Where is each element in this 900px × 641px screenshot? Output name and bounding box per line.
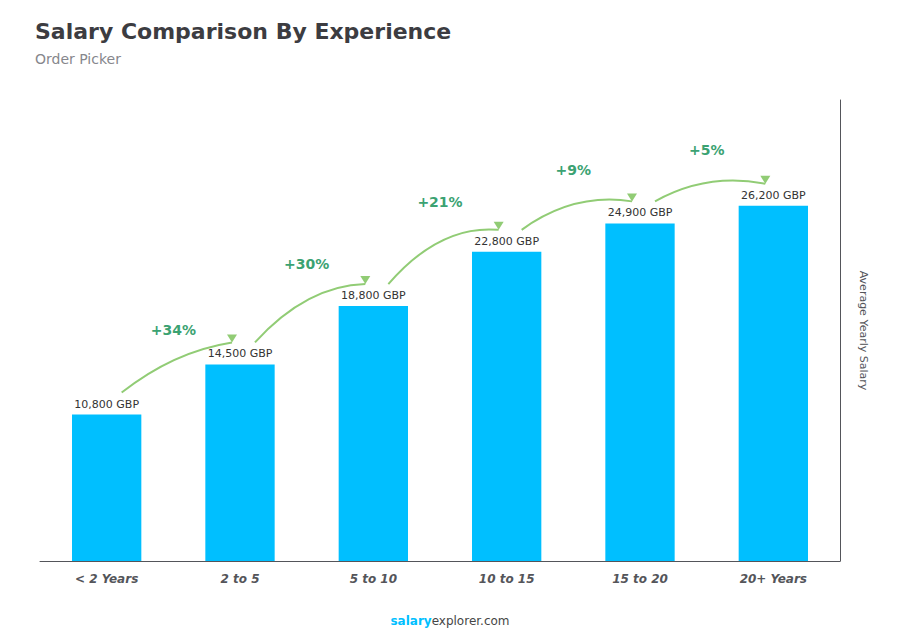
svg-text:< 2 Years: < 2 Years: [75, 572, 138, 586]
svg-text:2 to 5: 2 to 5: [220, 572, 259, 586]
svg-text:24,900 GBP: 24,900 GBP: [608, 206, 673, 219]
svg-text:Average Yearly Salary: Average Yearly Salary: [857, 271, 870, 391]
svg-text:14,500 GBP: 14,500 GBP: [208, 347, 273, 360]
svg-text:15 to 20: 15 to 20: [612, 572, 668, 586]
svg-text:Salary Comparison By Experienc: Salary Comparison By Experience: [35, 19, 451, 44]
svg-text:20+ Years: 20+ Years: [740, 572, 807, 586]
svg-text:+21%: +21%: [417, 194, 462, 210]
svg-text:5 to 10: 5 to 10: [350, 572, 397, 586]
svg-text:10 to 15: 10 to 15: [479, 572, 535, 586]
svg-text:+30%: +30%: [284, 256, 329, 272]
svg-text:salary: salary: [390, 614, 431, 628]
svg-text:26,200 GBP: 26,200 GBP: [741, 189, 806, 202]
svg-text:10,800 GBP: 10,800 GBP: [74, 398, 139, 411]
svg-text:+5%: +5%: [689, 142, 725, 158]
svg-text:+9%: +9%: [556, 162, 592, 178]
svg-text:+34%: +34%: [151, 322, 196, 338]
svg-text:Order Picker: Order Picker: [35, 51, 121, 67]
svg-text:22,800 GBP: 22,800 GBP: [474, 235, 539, 248]
svg-text:explorer.com: explorer.com: [432, 614, 510, 628]
svg-text:18,800 GBP: 18,800 GBP: [341, 289, 406, 302]
